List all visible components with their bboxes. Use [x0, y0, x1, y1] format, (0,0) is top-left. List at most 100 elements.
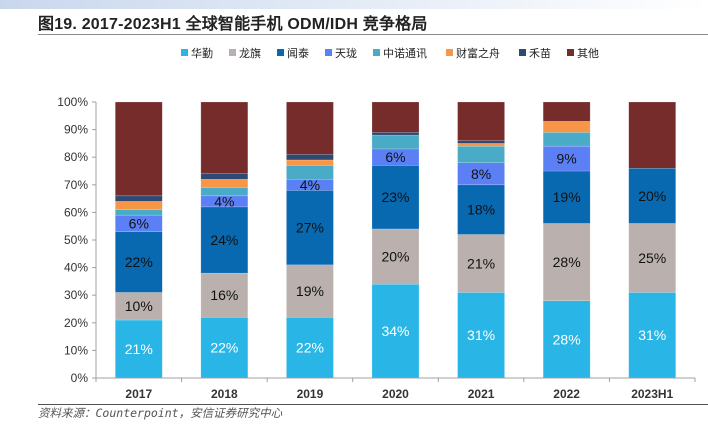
- bar-segment: [628, 167, 676, 224]
- data-label: 34%: [381, 323, 409, 339]
- y-tick-label: 100%: [57, 95, 88, 109]
- title-divider: [38, 34, 708, 35]
- legend-item: 其他: [567, 47, 599, 60]
- data-label: 6%: [385, 149, 405, 165]
- header-band: [0, 0, 708, 9]
- x-tick-label: 2019: [297, 387, 324, 401]
- data-label: 25%: [638, 250, 666, 266]
- bar-segment: [200, 206, 249, 274]
- bar-segment: [371, 283, 420, 379]
- data-label: 20%: [638, 188, 666, 204]
- bar-segment: [542, 145, 591, 172]
- bar-segment: [457, 143, 505, 147]
- x-tick-label: 2021: [468, 387, 495, 401]
- bar-segment: [542, 170, 591, 224]
- legend-label: 闻泰: [287, 46, 309, 60]
- y-tick-label: 70%: [64, 178, 88, 192]
- bar-segment: [286, 264, 334, 318]
- legend-swatch: [325, 49, 332, 56]
- bar-segment: [200, 272, 249, 318]
- bar-segment: [457, 292, 505, 379]
- legend-swatch: [446, 49, 453, 56]
- y-tick-label: 40%: [64, 261, 88, 275]
- data-label: 9%: [557, 151, 577, 167]
- bar-stack: 31% 25% 20%: [628, 101, 676, 379]
- data-label: 28%: [553, 331, 581, 347]
- legend-label: 华勤: [191, 46, 213, 60]
- data-label: 10%: [125, 298, 153, 314]
- y-tick-label: 80%: [64, 150, 88, 164]
- bar-segment: [371, 132, 420, 136]
- bar-stack: 22% 16% 24% 4%: [200, 101, 249, 379]
- x-tick-label: 2020: [382, 387, 409, 401]
- legend-swatch: [229, 49, 236, 56]
- x-tick-label: 2018: [211, 387, 238, 401]
- bar-segment: [371, 165, 420, 230]
- bar-segment: [457, 101, 505, 141]
- data-label: 21%: [125, 341, 153, 357]
- legend: 华勤 龙旗 闻泰 天珑 中诺通讯 财富之舟 禾苗 其他: [181, 46, 599, 60]
- legend-item: 闻泰: [277, 46, 309, 60]
- legend-label: 中诺通讯: [383, 47, 427, 60]
- legend-swatch: [373, 49, 380, 56]
- y-tick-label: 0%: [71, 371, 89, 385]
- bar-segment: [457, 145, 505, 163]
- legend-swatch: [567, 49, 574, 56]
- x-tick-label: 2022: [553, 387, 580, 401]
- bar-segment: [286, 190, 334, 266]
- bar-segment: [115, 101, 163, 197]
- bar-segment: [542, 132, 591, 147]
- bar-segment: [286, 165, 334, 180]
- bar-segment: [200, 317, 249, 379]
- data-label: 23%: [381, 189, 409, 205]
- legend-swatch: [181, 49, 188, 56]
- data-label: 4%: [214, 193, 234, 209]
- data-label: 28%: [553, 254, 581, 270]
- y-tick-label: 20%: [64, 316, 88, 330]
- bar-stack: 28% 28% 19% 9%: [542, 101, 591, 379]
- data-label: 31%: [638, 327, 666, 343]
- bar-segment: [115, 319, 163, 379]
- bar-segment: [542, 101, 591, 122]
- bar-segment: [457, 234, 505, 293]
- y-tick-label: 50%: [64, 233, 88, 247]
- bar-stack: 34% 20% 23% 6%: [371, 101, 420, 379]
- bar-segment: [628, 292, 676, 379]
- legend-label: 财富之舟: [456, 46, 500, 60]
- x-tick-label: 2023H1: [631, 387, 673, 401]
- bar-segment: [457, 140, 505, 144]
- y-tick-label: 90%: [64, 123, 88, 137]
- y-tick-label: 60%: [64, 205, 88, 219]
- data-label: 31%: [467, 327, 495, 343]
- bar-segment: [371, 228, 420, 285]
- source-divider: [38, 404, 708, 405]
- bar-segment: [371, 101, 420, 133]
- legend-label: 龙旗: [239, 46, 261, 60]
- data-label: 20%: [381, 249, 409, 265]
- bar-segment: [628, 223, 676, 293]
- bar-segment: [115, 292, 163, 321]
- data-label: 8%: [471, 166, 491, 182]
- bar-segment: [115, 231, 163, 293]
- bar-segment: [628, 101, 676, 169]
- data-label: 21%: [467, 255, 495, 271]
- bar-segment: [200, 173, 249, 180]
- data-label: 22%: [210, 340, 238, 356]
- legend-label: 天珑: [335, 47, 357, 60]
- data-label: 4%: [300, 177, 320, 193]
- bar-segment: [200, 101, 249, 175]
- data-label: 19%: [296, 283, 324, 299]
- x-tick-label: 2017: [125, 387, 152, 401]
- bars: 21% 10% 22% 6% 22% 16% 24% 4% 22% 19% 27% 4% 34% 20% 2…: [115, 101, 676, 379]
- figure-title: 图19. 2017-2023H1 全球智能手机 ODM/IDH 竞争格局: [38, 16, 428, 33]
- legend-item: 龙旗: [229, 46, 261, 60]
- bar-segment: [286, 154, 334, 161]
- legend-swatch: [519, 49, 526, 56]
- y-tick-label: 10%: [64, 343, 88, 357]
- bar-stack: 22% 19% 27% 4%: [286, 101, 334, 379]
- y-axis: 0% 10% 20% 30% 40% 50% 60% 70% 80% 90% 100%: [57, 95, 97, 385]
- data-label: 18%: [467, 202, 495, 218]
- legend-item: 华勤: [181, 46, 213, 60]
- legend-label: 其他: [577, 47, 599, 60]
